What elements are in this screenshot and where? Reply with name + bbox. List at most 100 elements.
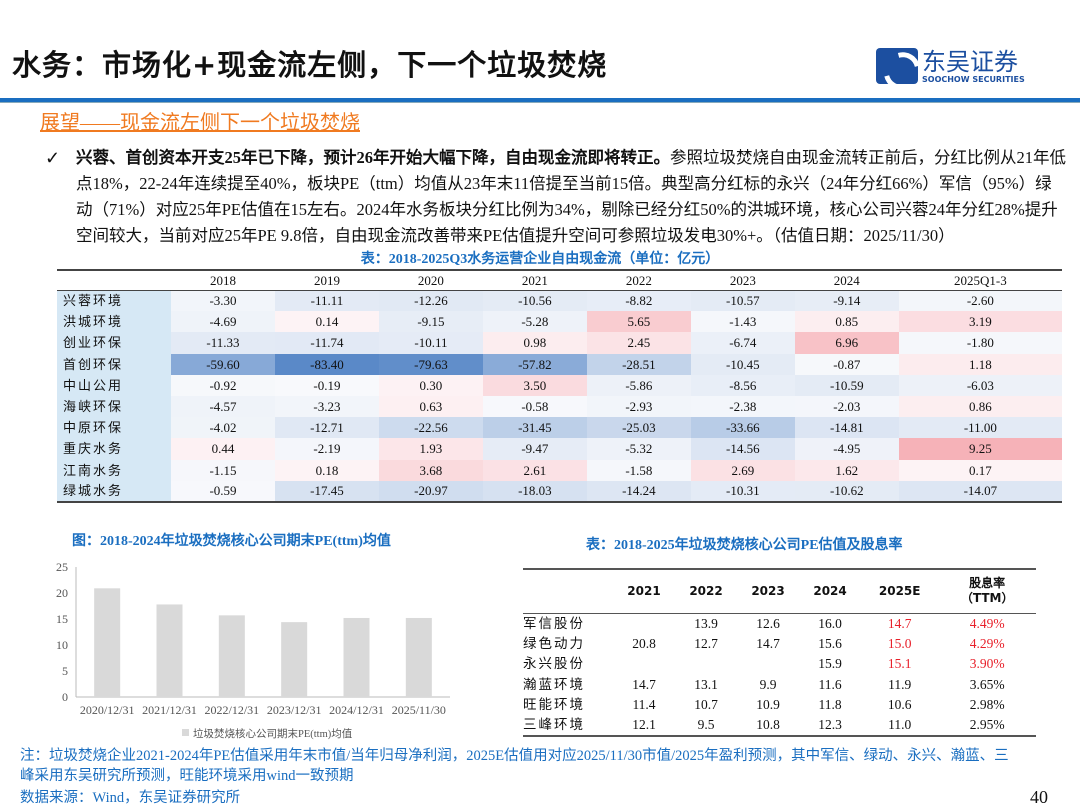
table-cell: 13.1 [694, 676, 718, 692]
table-cell: 13.9 [694, 615, 718, 631]
bullet-row: ✓ 兴蓉、首创资本开支25年已下降，预计26年开始大幅下降，自由现金流即将转正。… [0, 145, 1080, 249]
table-cell: -0.87 [794, 353, 899, 375]
table-cell: 3.19 [898, 311, 1062, 333]
table-cell: 5.65 [586, 311, 691, 333]
table-cell: -14.24 [586, 480, 691, 503]
body-text: 参照垃圾焚烧自由现金流转正前后，分红比例从21年低点18%，22-24年连续提至… [76, 148, 1066, 245]
bar [405, 617, 432, 697]
logo-mark-icon [876, 48, 918, 84]
row-label: 兴蓉环境 [57, 290, 171, 312]
x-tick-label: 2023/12/31 [267, 703, 322, 717]
footer: 注：垃圾焚烧企业2021-2024年PE估值采用年末市值/当年归母净利润，202… [20, 746, 1010, 808]
table-cell: 10.9 [756, 697, 780, 713]
yield-cell: 4.49% [969, 615, 1005, 631]
table-cell: -10.11 [378, 332, 483, 354]
table-row: 绿城水务 -0.59 -17.45 -20.97 -18.03 -14.24 -10.31-… [57, 480, 1062, 503]
table-cell: -5.86 [586, 374, 691, 396]
row-label: 洪城环境 [57, 311, 171, 333]
table-cell: -33.66 [690, 417, 795, 439]
table-cell: -11.00 [898, 417, 1062, 439]
header-divider [0, 98, 1080, 103]
table-row: 中山公用 -0.92 -0.19 0.30 3.50 -5.86 -8.56 -10.59 -6… [57, 374, 1062, 396]
row-label: 中山公用 [57, 374, 171, 396]
legend-label: 垃圾焚烧核心公司期末PE(ttm)均值 [193, 727, 353, 740]
table-row: 海峡环保 -4.57 -3.23 0.63 -0.58 -2.93 -2.38 -2.03 0.… [57, 395, 1062, 418]
table-cell: 0.86 [898, 395, 1062, 418]
main-flow: ✓ 兴蓉、首创资本开支25年已下降，预计26年开始大幅下降，自由现金流即将转正。… [0, 145, 1080, 503]
bar [281, 622, 308, 697]
table-cell: 1.93 [378, 438, 483, 460]
legend-swatch [182, 729, 189, 736]
table-row: 中原环保 -4.02 -12.71 -22.56 -31.45 -25.03 -33.66-… [57, 417, 1062, 439]
table-row: 绿色动力 20.8 12.7 14.7 15.6 15.0 4.29% [523, 634, 1036, 655]
table-cell: -4.57 [171, 395, 275, 418]
yield-header-1: 股息率 [969, 576, 1006, 591]
y-tick-label: 5 [62, 664, 68, 678]
column-header: 2023 [690, 269, 795, 291]
table-cell: 16.0 [818, 615, 842, 631]
table-cell: -10.45 [690, 353, 795, 375]
body-bold-lead: 兴蓉、首创资本开支25年已下降，预计26年开始大幅下降，自由现金流即将转正。 [76, 148, 670, 167]
table-cell: 10.6 [887, 697, 912, 713]
y-tick-label: 15 [56, 612, 68, 626]
table-row: 三峰环境 12.1 9.5 10.8 12.3 11.0 2.95% [523, 715, 1036, 737]
table-cell: -14.81 [794, 417, 899, 439]
table-cell: -79.63 [378, 353, 483, 375]
data-source: 数据来源：Wind，东吴证券研究所 [20, 790, 241, 806]
table-cell: 11.6 [818, 676, 842, 692]
column-header: 2019 [274, 269, 379, 291]
table-cell: 12.1 [613, 715, 676, 737]
table-cell: -28.51 [586, 353, 691, 375]
fcf-heatmap-table: 2018 2019 2020 2021 2022 2023 2024 2025Q1-3 兴蓉环境… [57, 269, 1062, 503]
column-header: 2023 [737, 568, 800, 614]
company-logo: 东吴证券 SOOCHOW SECURITIES [876, 48, 1025, 84]
table-cell: -10.59 [794, 374, 899, 396]
bar [94, 588, 121, 697]
table-row: 重庆水务 0.44 -2.19 1.93 -9.47 -5.32 -14.56 -4.95 9.… [57, 438, 1062, 460]
body-paragraph: 兴蓉、首创资本开支25年已下降，预计26年开始大幅下降，自由现金流即将转正。参照… [76, 145, 1068, 249]
table-cell: -8.82 [586, 290, 691, 312]
table-cell: 14.7 [632, 676, 656, 692]
table-cell: 15.9 [818, 656, 842, 672]
table-cell: -12.26 [378, 290, 483, 312]
table-cell: 0.44 [171, 438, 275, 460]
table-cell: 9.25 [898, 438, 1062, 460]
table-cell: 1.18 [898, 353, 1062, 375]
table-cell: 6.96 [794, 332, 899, 354]
table-cell: -4.02 [171, 417, 275, 439]
table-cell: 20.8 [632, 635, 656, 651]
yield-header-2: （TTM） [960, 591, 1014, 606]
table-cell: 12.7 [694, 635, 718, 651]
table-cell: -0.19 [274, 374, 379, 396]
yield-cell: 2.95% [938, 715, 1036, 737]
table-cell: 14.7 [887, 615, 912, 631]
table-cell: -8.56 [690, 374, 795, 396]
column-header: 2020 [378, 269, 483, 291]
table-cell: -11.33 [171, 332, 275, 354]
pe-table-caption: 表：2018-2025年垃圾焚烧核心公司PE估值及股息率 [586, 538, 903, 553]
table-cell: 11.0 [861, 715, 939, 737]
page-number: 40 [1030, 787, 1048, 807]
column-header: 2025E [861, 568, 939, 614]
table-cell: 9.9 [759, 676, 777, 692]
table-cell: -3.30 [171, 290, 275, 312]
yield-cell: 4.29% [969, 635, 1005, 651]
table-cell: -6.74 [690, 332, 795, 354]
table-cell: 12.6 [756, 615, 780, 631]
table-cell: -1.58 [586, 459, 691, 481]
x-tick-label: 2024/12/31 [329, 703, 384, 717]
table-cell: 0.17 [898, 459, 1062, 481]
row-label: 创业环保 [57, 332, 171, 354]
table-cell: -22.56 [378, 417, 483, 439]
table-cell: -4.69 [171, 311, 275, 333]
table-cell: 2.69 [690, 459, 795, 481]
table-cell [613, 613, 675, 634]
table-cell: 0.30 [378, 374, 483, 396]
column-header: 2022 [675, 568, 738, 614]
page-title: 水务：市场化+现金流左侧，下一个垃圾焚烧 [12, 48, 608, 82]
logo-en: SOOCHOW SECURITIES [922, 74, 1025, 84]
table-cell: -3.23 [274, 395, 379, 418]
table-cell: -1.15 [171, 459, 275, 481]
row-label: 重庆水务 [57, 438, 171, 460]
row-label: 海峡环保 [57, 395, 171, 418]
